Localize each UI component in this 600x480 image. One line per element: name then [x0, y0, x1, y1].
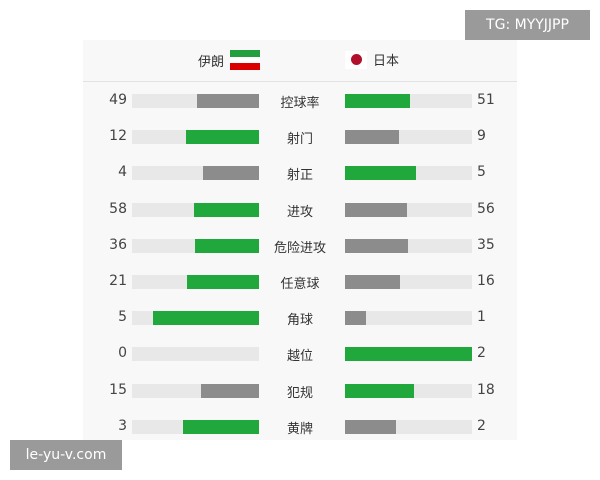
home-value: 5 — [118, 309, 127, 326]
away-bar-track — [345, 130, 472, 145]
away-bar-track — [345, 347, 472, 362]
home-bar-fill — [186, 275, 259, 289]
away-value: 18 — [477, 381, 495, 398]
away-value: 16 — [477, 273, 495, 289]
home-bar-fill — [182, 419, 259, 434]
away-bar-track — [345, 166, 472, 181]
stat-row: 15 犯规 18 — [83, 381, 517, 401]
home-bar-track — [132, 94, 259, 108]
away-value: 51 — [477, 92, 495, 108]
japan-flag-icon — [345, 50, 367, 69]
home-bar-fill — [201, 383, 259, 398]
home-bar-track — [132, 202, 259, 217]
stat-label: 进攻 — [286, 204, 313, 220]
stat-row: 3 黄牌 2 — [83, 417, 517, 437]
away-value: 5 — [477, 164, 486, 181]
stat-label: 犯规 — [286, 385, 313, 401]
home-bar-track — [132, 311, 259, 326]
away-bar-fill — [345, 238, 408, 253]
iran-flag-icon — [230, 50, 261, 71]
away-bar-fill — [345, 166, 416, 181]
stat-row: 0 越位 2 — [83, 344, 517, 364]
home-value: 36 — [109, 236, 127, 253]
away-bar-track — [345, 311, 472, 326]
watermark-bottom: le-yu-v.com — [10, 440, 122, 470]
away-value: 2 — [477, 345, 486, 362]
away-team: 日本 — [345, 50, 399, 69]
away-value: 35 — [477, 236, 495, 253]
home-bar-track — [132, 383, 259, 398]
stat-row: 49 控球率 51 — [83, 91, 517, 111]
home-value: 0 — [118, 345, 127, 362]
away-bar-track — [345, 202, 472, 217]
home-bar-track — [132, 419, 259, 434]
away-value: 56 — [477, 200, 495, 217]
stat-row: 5 角球 1 — [83, 308, 517, 328]
home-bar-track — [132, 238, 259, 253]
away-bar-track — [345, 238, 472, 253]
stat-row: 21 任意球 16 — [83, 272, 517, 292]
away-team-name: 日本 — [373, 54, 400, 69]
away-value: 9 — [477, 128, 486, 145]
stat-label: 射门 — [286, 132, 313, 148]
away-bar-fill — [345, 419, 396, 434]
home-team: 伊朗 — [198, 50, 261, 71]
home-bar-fill — [194, 202, 259, 217]
away-value: 1 — [477, 309, 486, 326]
home-value: 49 — [109, 92, 127, 108]
stat-label: 角球 — [286, 313, 313, 329]
stat-row: 4 射正 5 — [83, 163, 517, 183]
away-bar-fill — [345, 275, 400, 289]
away-bar-fill — [345, 311, 367, 326]
home-value: 21 — [109, 273, 127, 289]
away-value: 2 — [477, 417, 486, 434]
home-bar-track — [132, 275, 259, 289]
home-value: 3 — [118, 417, 127, 434]
stat-row: 36 危险进攻 35 — [83, 236, 517, 256]
home-bar-track — [132, 347, 259, 362]
away-bar-fill — [345, 347, 472, 362]
home-value: 4 — [118, 164, 127, 181]
home-bar-track — [132, 166, 259, 181]
home-bar-fill — [202, 166, 259, 181]
stat-label: 危险进攻 — [273, 240, 326, 256]
home-bar-fill — [186, 130, 259, 145]
home-bar-fill — [153, 311, 259, 326]
stat-row: 12 射门 9 — [83, 127, 517, 147]
stat-label: 任意球 — [280, 277, 320, 292]
home-bar-fill — [194, 238, 259, 253]
home-bar-fill — [196, 94, 259, 108]
away-bar-fill — [345, 94, 410, 108]
home-value: 58 — [109, 200, 127, 217]
home-team-name: 伊朗 — [198, 54, 225, 70]
stat-label: 控球率 — [280, 96, 320, 111]
home-value: 12 — [109, 128, 127, 145]
stat-row: 58 进攻 56 — [83, 200, 517, 220]
away-bar-fill — [345, 202, 408, 217]
away-bar-fill — [345, 130, 400, 145]
away-bar-track — [345, 383, 472, 398]
stat-label: 射正 — [286, 168, 313, 184]
watermark-top: TG: MYYJJPP — [465, 10, 590, 40]
stat-label: 黄牌 — [286, 421, 313, 437]
away-bar-track — [345, 94, 472, 108]
away-bar-track — [345, 275, 472, 289]
away-bar-fill — [345, 383, 415, 398]
stat-label: 越位 — [286, 349, 313, 365]
away-bar-track — [345, 419, 472, 434]
home-value: 15 — [109, 381, 127, 398]
teams-header: 伊朗 日本 — [83, 40, 517, 82]
home-bar-track — [132, 130, 259, 145]
